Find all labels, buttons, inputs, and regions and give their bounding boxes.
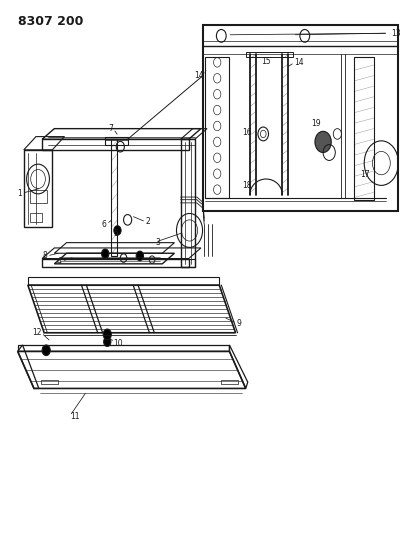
Text: 2: 2	[146, 217, 151, 227]
Text: 8: 8	[42, 252, 47, 261]
Text: 8307 200: 8307 200	[18, 14, 83, 28]
Text: 9: 9	[236, 319, 241, 328]
Text: 14: 14	[194, 71, 203, 80]
Text: 4: 4	[56, 257, 61, 265]
Text: 3: 3	[155, 238, 160, 247]
Text: 14: 14	[294, 58, 303, 67]
Text: 6: 6	[101, 220, 106, 229]
Text: 12: 12	[32, 328, 41, 337]
Text: 15: 15	[261, 57, 270, 66]
Text: 16: 16	[242, 128, 251, 137]
Text: 10: 10	[113, 339, 123, 348]
Text: 17: 17	[360, 170, 369, 179]
Text: 1: 1	[17, 189, 22, 198]
Text: 19: 19	[310, 119, 320, 128]
Text: 7: 7	[108, 124, 113, 133]
Circle shape	[101, 249, 109, 259]
Circle shape	[114, 225, 121, 235]
Text: 18: 18	[242, 181, 251, 190]
Circle shape	[136, 251, 143, 261]
Circle shape	[103, 337, 111, 346]
Circle shape	[103, 329, 111, 340]
Circle shape	[42, 345, 50, 356]
Text: 13: 13	[390, 29, 400, 38]
Text: 11: 11	[70, 411, 79, 421]
Text: 5: 5	[113, 229, 117, 238]
Circle shape	[314, 131, 330, 152]
